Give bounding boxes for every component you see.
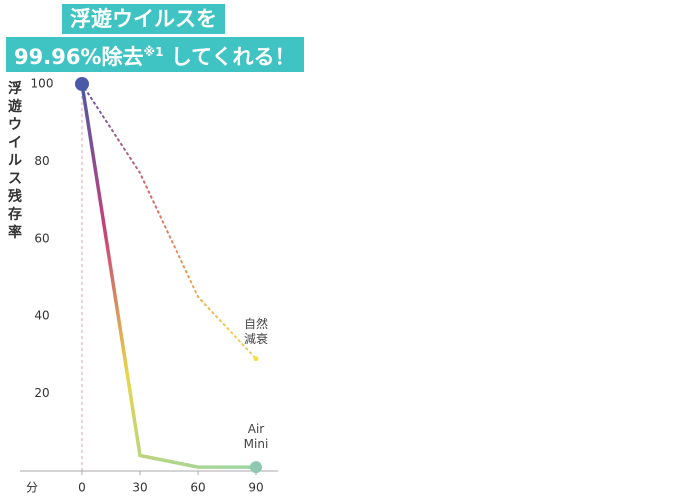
series-label: 自然減衰 [243, 316, 268, 346]
line [81, 83, 257, 360]
y-tick-label: 20 [34, 386, 49, 400]
x-tick-label: 90 [248, 481, 263, 495]
y-tick-label: 100 [31, 77, 54, 91]
x-axis-label: 分 [26, 481, 38, 495]
start-point [75, 77, 89, 91]
y-tick-label: 80 [34, 154, 49, 168]
x-tick-label: 60 [190, 481, 205, 495]
y-tick-label: 40 [34, 309, 49, 323]
series-label: Air Mini [243, 422, 269, 452]
y-axis-label: 浮遊ウイルス残存率 [8, 81, 22, 241]
note-mark: ※1 [143, 45, 164, 59]
title-box: 浮遊ウイルスを [62, 4, 225, 34]
x-tick-label: 0 [78, 481, 86, 495]
line [80, 82, 258, 469]
title: してくれる！ [163, 45, 296, 69]
end-point [253, 356, 259, 362]
title: 99.96%除去 [14, 45, 144, 69]
x-tick-label: 30 [132, 481, 147, 495]
title: 浮遊ウイルスを [70, 7, 217, 31]
end-point [250, 461, 262, 474]
title-box: 99.96%除去※1 してくれる！ [6, 37, 304, 72]
y-tick-label: 60 [34, 231, 49, 245]
